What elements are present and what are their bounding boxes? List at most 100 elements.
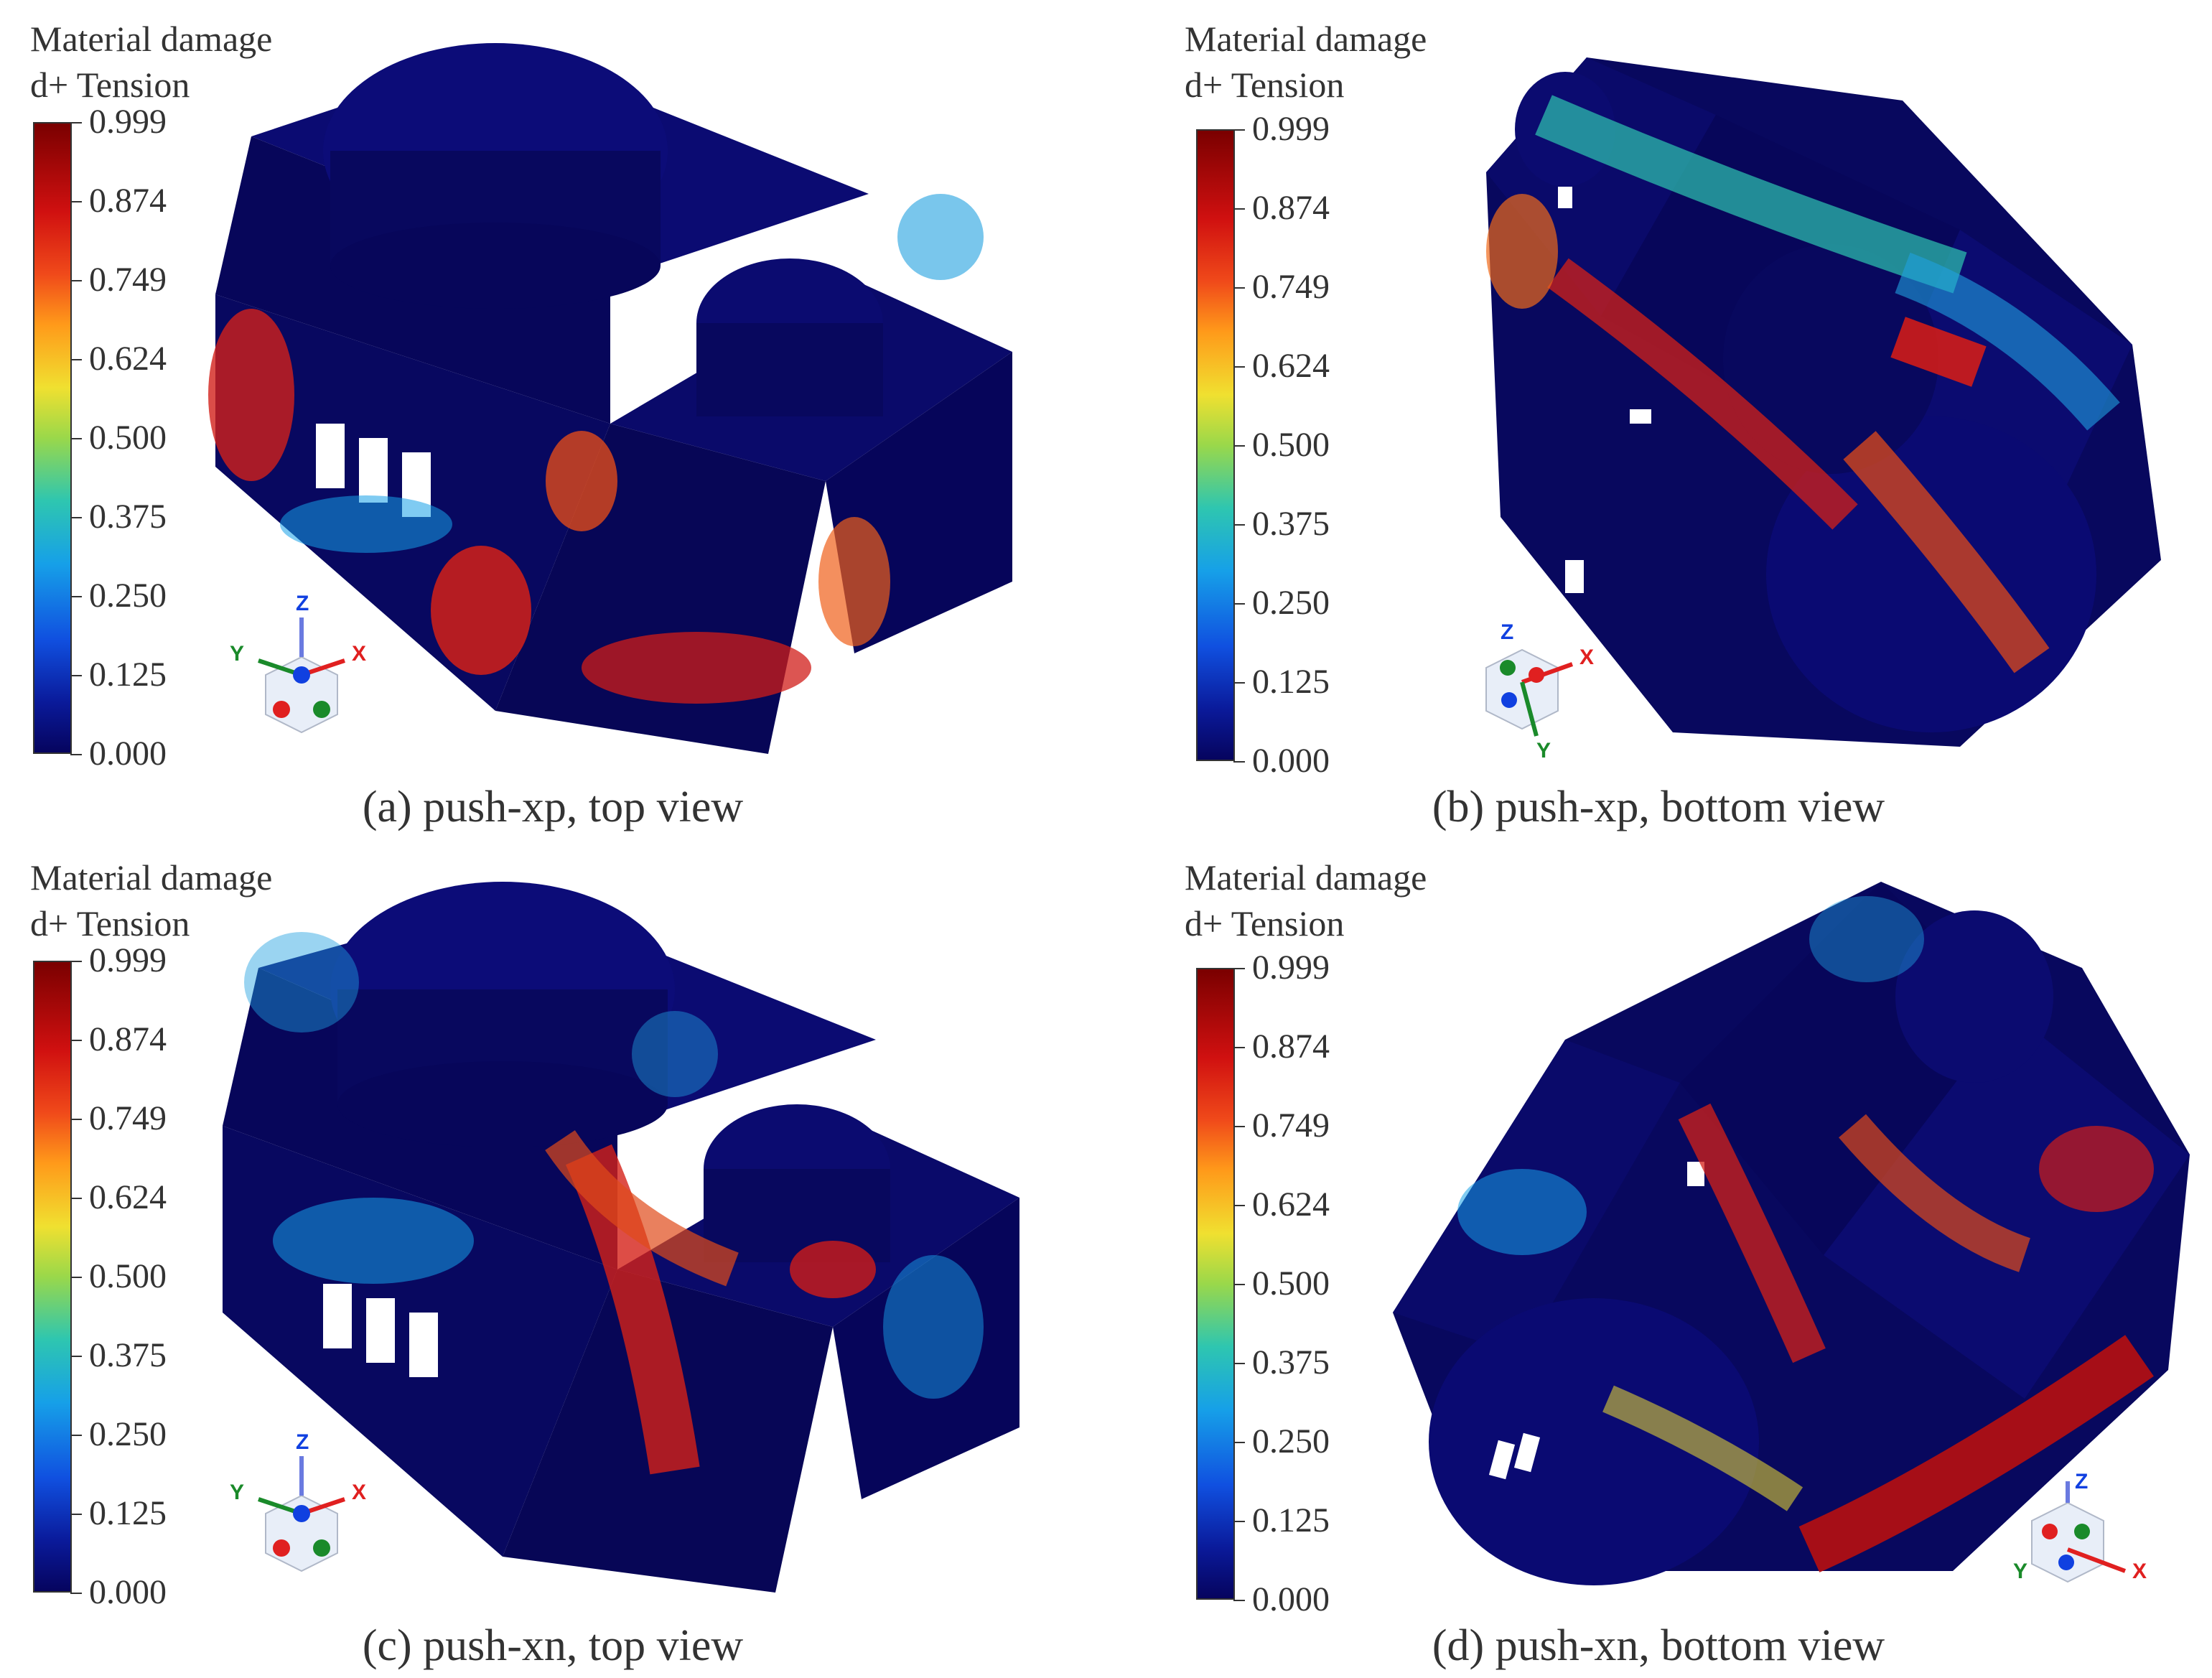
colorbar bbox=[1196, 968, 1235, 1600]
axis-z-label: Z bbox=[2075, 1470, 2088, 1493]
colorbar-tick-mark bbox=[1233, 761, 1245, 763]
damage-model-bottom-view bbox=[1393, 882, 2190, 1585]
colorbar-tick-mark bbox=[1233, 1284, 1245, 1285]
colorbar-tick-label: 0.749 bbox=[1252, 268, 1330, 306]
colorbar-tick-mark bbox=[70, 675, 82, 676]
panel-b: Material damage d+ Tension 0.999 0.874 0.7… bbox=[1106, 0, 2211, 839]
legend-title-line2: d+ Tension bbox=[1185, 65, 1345, 105]
colorbar-tick-label: 0.624 bbox=[1252, 347, 1330, 385]
axis-triad: Z Y X bbox=[230, 592, 366, 734]
colorbar-tick-mark bbox=[1233, 366, 1245, 368]
colorbar-tick-label: 0.000 bbox=[1252, 742, 1330, 780]
caption-b: (b) push-xp, bottom view bbox=[1432, 783, 1885, 831]
colorbar-tick-label: 0.000 bbox=[1252, 1580, 1330, 1618]
panel-a: Material damage d+ Tension 0.999 0.874 0.7… bbox=[0, 0, 1106, 839]
axis-x-label: X bbox=[352, 1481, 366, 1504]
colorbar-tick-mark bbox=[70, 201, 82, 202]
colorbar-tick-mark bbox=[1233, 1600, 1245, 1601]
colorbar-tick-mark bbox=[1233, 1126, 1245, 1127]
colorbar-tick-mark bbox=[1233, 208, 1245, 210]
colorbar-tick-mark bbox=[70, 1356, 82, 1357]
colorbar-tick-mark bbox=[70, 596, 82, 597]
legend-title-line2: d+ Tension bbox=[1185, 903, 1345, 943]
legend-title: Material damage d+ Tension bbox=[1185, 16, 1427, 108]
colorbar-tick-label: 0.375 bbox=[89, 1336, 167, 1374]
legend-title-line1: Material damage bbox=[1185, 857, 1427, 898]
colorbar-tick-mark bbox=[1233, 287, 1245, 289]
damage-model-top-view bbox=[223, 882, 1019, 1593]
colorbar-tick-label: 0.250 bbox=[1252, 584, 1330, 622]
colorbar-tick-label: 0.375 bbox=[1252, 505, 1330, 543]
caption-d: (d) push-xn, bottom view bbox=[1432, 1621, 1885, 1670]
colorbar-tick-mark bbox=[70, 1198, 82, 1199]
colorbar-tick-mark bbox=[1233, 682, 1245, 684]
axis-z-label: Z bbox=[296, 1430, 309, 1454]
colorbar-tick-mark bbox=[1233, 129, 1245, 131]
legend-title-line1: Material damage bbox=[30, 857, 273, 898]
colorbar-tick-mark bbox=[70, 359, 82, 360]
colorbar-tick-label: 0.125 bbox=[1252, 663, 1330, 701]
damage-model-bottom-view bbox=[1486, 57, 2161, 747]
colorbar-tick-label: 0.749 bbox=[1252, 1106, 1330, 1145]
axis-y-label: Y bbox=[230, 1481, 244, 1504]
axis-y-label: Y bbox=[1536, 739, 1551, 761]
colorbar bbox=[33, 961, 72, 1593]
caption-a: (a) push-xp, top view bbox=[362, 783, 744, 831]
axis-x-label: X bbox=[352, 642, 366, 666]
colorbar-tick-label: 0.999 bbox=[1252, 948, 1330, 987]
colorbar-tick-mark bbox=[1233, 1047, 1245, 1048]
colorbar-tick-label: 0.500 bbox=[89, 419, 167, 457]
colorbar-tick-label: 0.500 bbox=[89, 1257, 167, 1295]
colorbar-tick-mark bbox=[1233, 1205, 1245, 1206]
colorbar-tick-mark bbox=[70, 280, 82, 281]
colorbar-tick-label: 0.375 bbox=[1252, 1343, 1330, 1381]
colorbar bbox=[1196, 129, 1235, 761]
colorbar-tick-label: 0.624 bbox=[89, 1178, 167, 1216]
colorbar-tick-mark bbox=[70, 1040, 82, 1041]
colorbar-tick-mark bbox=[1233, 1442, 1245, 1443]
colorbar-tick-label: 0.749 bbox=[89, 261, 167, 299]
axis-y-label: Y bbox=[230, 642, 244, 666]
colorbar-tick-mark bbox=[70, 1277, 82, 1278]
legend-title: Material damage d+ Tension bbox=[30, 16, 272, 108]
colorbar-tick-label: 0.999 bbox=[89, 103, 167, 141]
colorbar-tick-label: 0.874 bbox=[89, 182, 167, 220]
colorbar bbox=[33, 122, 72, 754]
damage-model-top-view bbox=[208, 43, 1012, 754]
axis-z-label: Z bbox=[296, 592, 309, 615]
colorbar-tick-label: 0.250 bbox=[89, 1415, 167, 1453]
colorbar-tick-label: 0.500 bbox=[1252, 426, 1330, 464]
colorbar-tick-label: 0.624 bbox=[89, 340, 167, 378]
colorbar-tick-label: 0.125 bbox=[1252, 1501, 1330, 1539]
colorbar-tick-mark bbox=[70, 438, 82, 439]
colorbar-tick-mark bbox=[70, 1514, 82, 1515]
colorbar-tick-mark bbox=[1233, 1521, 1245, 1522]
legend-title-line2: d+ Tension bbox=[30, 903, 190, 943]
colorbar-tick-mark bbox=[70, 1119, 82, 1120]
colorbar-tick-label: 0.000 bbox=[89, 735, 167, 773]
legend-title-line2: d+ Tension bbox=[30, 65, 190, 105]
colorbar-tick-label: 0.250 bbox=[1252, 1422, 1330, 1460]
colorbar-tick-label: 0.500 bbox=[1252, 1264, 1330, 1302]
colorbar-tick-label: 0.874 bbox=[1252, 1027, 1330, 1066]
axis-triad: Z X Y bbox=[1485, 620, 1594, 761]
colorbar-tick-mark bbox=[70, 1435, 82, 1436]
colorbar-tick-label: 0.375 bbox=[89, 498, 167, 536]
panel-d: Material damage d+ Tension 0.999 0.874 0.7… bbox=[1106, 839, 2211, 1677]
colorbar-tick-label: 0.999 bbox=[1252, 110, 1330, 148]
axis-x-label: X bbox=[1579, 645, 1594, 669]
axis-z-label: Z bbox=[1501, 620, 1513, 644]
colorbar-tick-mark bbox=[70, 754, 82, 755]
colorbar-tick-label: 0.250 bbox=[89, 577, 167, 615]
colorbar-tick-mark bbox=[70, 1593, 82, 1594]
legend-title: Material damage d+ Tension bbox=[30, 854, 272, 946]
colorbar-tick-mark bbox=[1233, 603, 1245, 605]
colorbar-tick-label: 0.874 bbox=[1252, 189, 1330, 227]
colorbar-tick-mark bbox=[1233, 968, 1245, 969]
colorbar-tick-label: 0.000 bbox=[89, 1573, 167, 1611]
legend-title-line1: Material damage bbox=[30, 19, 273, 59]
colorbar-tick-label: 0.749 bbox=[89, 1099, 167, 1137]
colorbar-tick-mark bbox=[1233, 445, 1245, 447]
colorbar-tick-label: 0.125 bbox=[89, 656, 167, 694]
colorbar-tick-label: 0.874 bbox=[89, 1020, 167, 1058]
